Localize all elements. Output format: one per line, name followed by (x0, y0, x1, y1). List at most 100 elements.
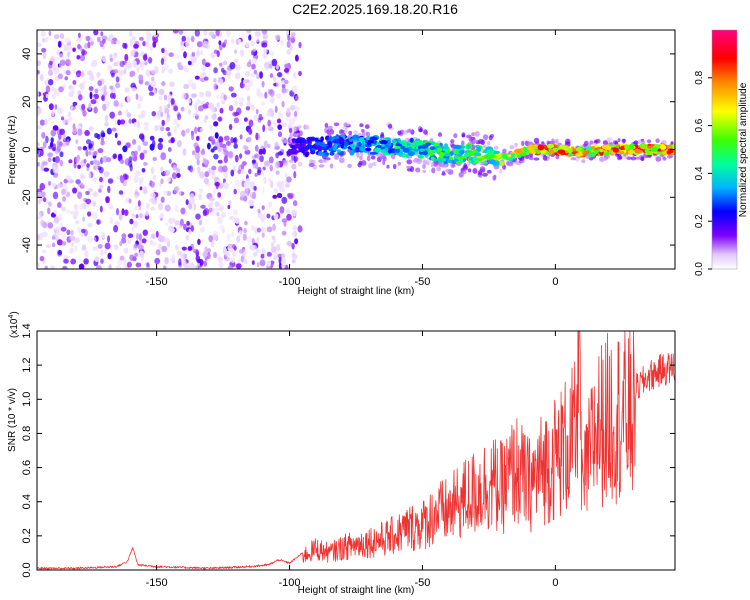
spectrogram-cell (655, 138, 660, 143)
spectrogram-cell (90, 99, 97, 105)
spectrogram-cell (104, 114, 109, 123)
x-tick-label: -150 (146, 577, 168, 589)
spectrogram-cell (48, 68, 53, 77)
spectrogram-cell (66, 229, 71, 236)
spectrogram-cell (186, 36, 191, 42)
spectrogram-cell (38, 199, 42, 205)
spectrogram-cell (107, 178, 114, 184)
spectrogram-cell (109, 85, 114, 90)
spectrogram-cell (164, 50, 169, 57)
spectrogram-cell (199, 91, 205, 98)
colorbar-tick-label: 0.2 (694, 214, 705, 228)
spectrogram-cell (39, 255, 45, 262)
spectrogram-cell (74, 220, 80, 225)
spectrogram-cell (196, 135, 200, 141)
spectrogram-cell (423, 129, 428, 135)
spectrogram-cell (256, 262, 260, 268)
spectrogram-cell (650, 147, 658, 153)
spectrogram-cell (254, 30, 261, 37)
spectrogram-cell (204, 76, 209, 81)
spectrogram-cell (210, 51, 216, 59)
spectrogram-cell (199, 226, 205, 233)
spectrogram-cell (290, 153, 295, 162)
spectrogram-cell (262, 124, 266, 133)
spectrogram-cell (83, 258, 89, 265)
spectrogram-cell (276, 182, 282, 189)
colorbar-tick-label: 0.0 (694, 262, 705, 276)
spectrogram-cell (63, 258, 69, 264)
spectrogram-cell (567, 147, 573, 154)
spectrogram-cell (77, 90, 82, 96)
spectrogram-cell (344, 127, 348, 133)
spectrogram-cell (168, 228, 175, 233)
spectrogram-cell (109, 57, 114, 62)
spectrogram-cell (150, 166, 155, 175)
spectrogram-cell (165, 127, 171, 132)
spectrogram-cell (56, 183, 63, 188)
spectrogram-cell (412, 159, 419, 163)
spectrogram-cell (213, 78, 217, 83)
spectrogram-cell (252, 245, 257, 251)
spectrogram-cell (142, 54, 148, 61)
spectrogram-cell (359, 155, 363, 160)
spectrogram-cell (661, 140, 667, 145)
spectrogram-cell (123, 258, 127, 266)
spectrogram-cell (406, 129, 412, 133)
spectrogram-cell (202, 103, 209, 109)
spectrogram-cell (229, 61, 236, 70)
spectrogram-cell (161, 245, 168, 253)
spectrogram-cell (196, 50, 200, 57)
spectrogram-cell (486, 149, 494, 155)
spectrogram-cell (87, 222, 93, 228)
spectrogram-cell (113, 225, 119, 233)
spectrogram-cell (247, 95, 251, 102)
spectrogram-cell (200, 72, 207, 79)
spectrogram-cell (245, 106, 251, 111)
spectrogram-cell (444, 143, 448, 148)
spectrogram-cell (276, 93, 282, 99)
spectrogram-cell (56, 239, 63, 246)
spectrogram-cell (288, 127, 293, 134)
spectrogram-cell (74, 237, 80, 244)
spectrogram-cell (196, 262, 200, 267)
spectrogram-cell (97, 166, 102, 171)
spectrogram-cell (244, 220, 248, 226)
spectrogram-cell (575, 146, 582, 152)
spectrogram-cell (77, 191, 83, 199)
spectrogram-cell (521, 140, 525, 147)
spectrogram-cell (211, 165, 217, 171)
spectrogram-cell (199, 219, 203, 226)
spectrogram-cell (281, 258, 287, 266)
spectrogram-cell (135, 232, 140, 241)
spectrogram-cell (208, 102, 215, 110)
spectrogram-cell (268, 156, 274, 164)
spectrogram-cell (214, 132, 219, 139)
spectrogram-cell (61, 116, 64, 121)
spectrogram-cell (187, 108, 191, 115)
spectrogram-cell (73, 203, 79, 211)
spectrogram-cell (450, 139, 455, 144)
spectrogram-cell (54, 56, 60, 61)
spectrogram-cell (124, 174, 129, 180)
spectrogram-cell (145, 202, 150, 209)
spectrogram-cell (174, 204, 179, 213)
spectrogram-cell (200, 66, 207, 71)
spectrogram-cell (56, 91, 60, 97)
spectrogram-cell (347, 163, 352, 168)
spectrogram-cell (109, 111, 115, 119)
spectrogram-cell (216, 102, 220, 108)
spectrogram-cell (270, 242, 275, 249)
y-tick-label: 1.4 (21, 323, 33, 338)
spectrogram-cell (430, 156, 435, 161)
spectrogram-cell (59, 159, 64, 167)
spectrogram-cell (291, 209, 297, 216)
spectrogram-cell (263, 140, 268, 149)
spectrogram-cell (80, 71, 85, 78)
spectrogram-cell (466, 144, 471, 150)
spectrogram-cell (387, 149, 392, 154)
spectrogram-cell (56, 49, 60, 56)
spectrogram-cell (73, 67, 76, 75)
spectrogram-cell (666, 150, 672, 155)
spectrogram-cell (119, 102, 124, 108)
spectrogram-cell (70, 258, 77, 265)
